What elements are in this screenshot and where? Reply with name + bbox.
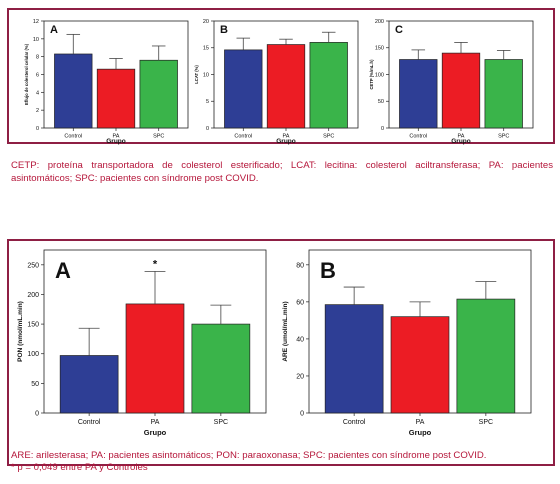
x-tick-label: Control bbox=[78, 419, 101, 426]
bar-pa bbox=[390, 316, 450, 414]
bar-spc bbox=[484, 59, 523, 129]
y-tick-label: 50 bbox=[378, 99, 384, 105]
bar-control bbox=[224, 49, 263, 129]
x-axis-label: Grupo bbox=[106, 138, 126, 145]
bottom-figure-caption-line1: ARE: arilesterasa; PA: pacientes asintom… bbox=[11, 450, 487, 461]
y-tick-label: 250 bbox=[27, 262, 39, 269]
y-tick-label: 200 bbox=[27, 292, 39, 299]
panel-label: B bbox=[320, 258, 336, 283]
y-tick-label: 4 bbox=[36, 90, 39, 96]
y-tick-label: 0 bbox=[36, 126, 39, 132]
y-axis-label: ARE (umol/mL.min) bbox=[282, 301, 289, 361]
x-tick-label: PA bbox=[283, 134, 290, 140]
y-tick-label: 60 bbox=[296, 299, 304, 306]
x-tick-label: Control bbox=[234, 134, 252, 140]
chart-top-C: 0 50 100 150 200 Control PA SPC Grupo CETP (%/mL.… bbox=[369, 19, 534, 145]
x-tick-label: SPC bbox=[498, 134, 509, 140]
panel-label: B bbox=[220, 24, 228, 36]
x-tick-label: Control bbox=[343, 419, 366, 426]
bar-pa bbox=[441, 52, 481, 129]
y-tick-label: 80 bbox=[296, 262, 304, 269]
x-tick-label: Control bbox=[409, 134, 427, 140]
y-tick-label: 200 bbox=[375, 19, 384, 25]
bar-spc bbox=[456, 298, 516, 414]
bar-spc bbox=[309, 42, 348, 129]
y-axis-label: CETP (%/mL.h) bbox=[369, 59, 374, 90]
panel-label: C bbox=[395, 24, 403, 36]
bar-spc bbox=[191, 323, 251, 414]
y-tick-label: 0 bbox=[35, 410, 39, 417]
y-tick-label: 100 bbox=[27, 351, 39, 358]
x-axis-label: Grupo bbox=[276, 138, 296, 145]
top-figure-frame bbox=[7, 8, 555, 144]
bar-pa bbox=[125, 303, 185, 414]
top-figure-caption: CETP: proteína transportadora de coleste… bbox=[11, 160, 553, 184]
x-tick-label: SPC bbox=[479, 419, 493, 426]
bar-control bbox=[324, 304, 384, 414]
y-tick-label: 15 bbox=[203, 46, 209, 52]
x-axis-label: Grupo bbox=[451, 138, 471, 145]
y-tick-label: 150 bbox=[27, 322, 39, 329]
bar-spc bbox=[139, 59, 178, 129]
y-tick-label: 2 bbox=[36, 108, 39, 114]
y-tick-label: 50 bbox=[31, 381, 39, 388]
x-tick-label: Control bbox=[64, 134, 82, 140]
y-tick-label: 5 bbox=[206, 99, 209, 105]
bottom-figure-frame bbox=[7, 239, 555, 466]
chart-bottom-B: 0 20 40 60 80 Control PA SPC Grupo ARE (umol/mL.m… bbox=[282, 249, 532, 437]
x-axis-label: Grupo bbox=[144, 428, 167, 437]
y-tick-label: 0 bbox=[300, 410, 304, 417]
chart-bottom-A: 0 50 100 150 200 250 Control PA * SPC Grupo PON (nm… bbox=[17, 249, 267, 437]
bar-control bbox=[54, 53, 93, 129]
y-tick-label: 6 bbox=[36, 72, 39, 78]
y-tick-label: 20 bbox=[296, 373, 304, 380]
y-tick-label: 40 bbox=[296, 336, 304, 343]
y-axis-label: Eflujo de colesterol celular (%) bbox=[24, 43, 29, 105]
bar-pa bbox=[266, 44, 306, 129]
bottom-figure-caption-line2: * p = 0,049 entre PA y Controles bbox=[11, 462, 148, 473]
y-tick-label: 10 bbox=[33, 37, 39, 43]
y-tick-label: 100 bbox=[375, 72, 384, 78]
y-tick-label: 8 bbox=[36, 55, 39, 61]
x-tick-label: PA bbox=[458, 134, 465, 140]
y-axis-label: PON (nmol/mL.min) bbox=[17, 301, 24, 362]
significance-marker: * bbox=[153, 258, 158, 270]
bar-pa bbox=[96, 68, 136, 129]
y-tick-label: 0 bbox=[206, 126, 209, 132]
x-tick-label: PA bbox=[113, 134, 120, 140]
x-tick-label: SPC bbox=[214, 419, 228, 426]
x-tick-label: SPC bbox=[323, 134, 334, 140]
y-tick-label: 10 bbox=[203, 72, 209, 78]
x-tick-label: PA bbox=[416, 419, 425, 426]
x-tick-label: PA bbox=[151, 419, 160, 426]
x-axis-label: Grupo bbox=[409, 428, 432, 437]
chart-top-A: 0 2 4 6 8 10 12 Control PA SPC Grupo Eflujo de cole… bbox=[24, 19, 189, 145]
x-tick-label: SPC bbox=[153, 134, 164, 140]
panel-label: A bbox=[50, 24, 58, 36]
y-axis-label: LCAT (%) bbox=[194, 65, 199, 84]
bar-control bbox=[59, 355, 119, 414]
y-tick-label: 20 bbox=[203, 19, 209, 25]
y-tick-label: 12 bbox=[33, 19, 39, 25]
chart-top-B: 0 5 10 15 20 Control PA SPC Grupo LCAT (%) B bbox=[194, 19, 359, 145]
y-tick-label: 0 bbox=[381, 126, 384, 132]
panel-label: A bbox=[55, 258, 71, 283]
y-tick-label: 150 bbox=[375, 46, 384, 52]
bar-control bbox=[399, 59, 438, 129]
